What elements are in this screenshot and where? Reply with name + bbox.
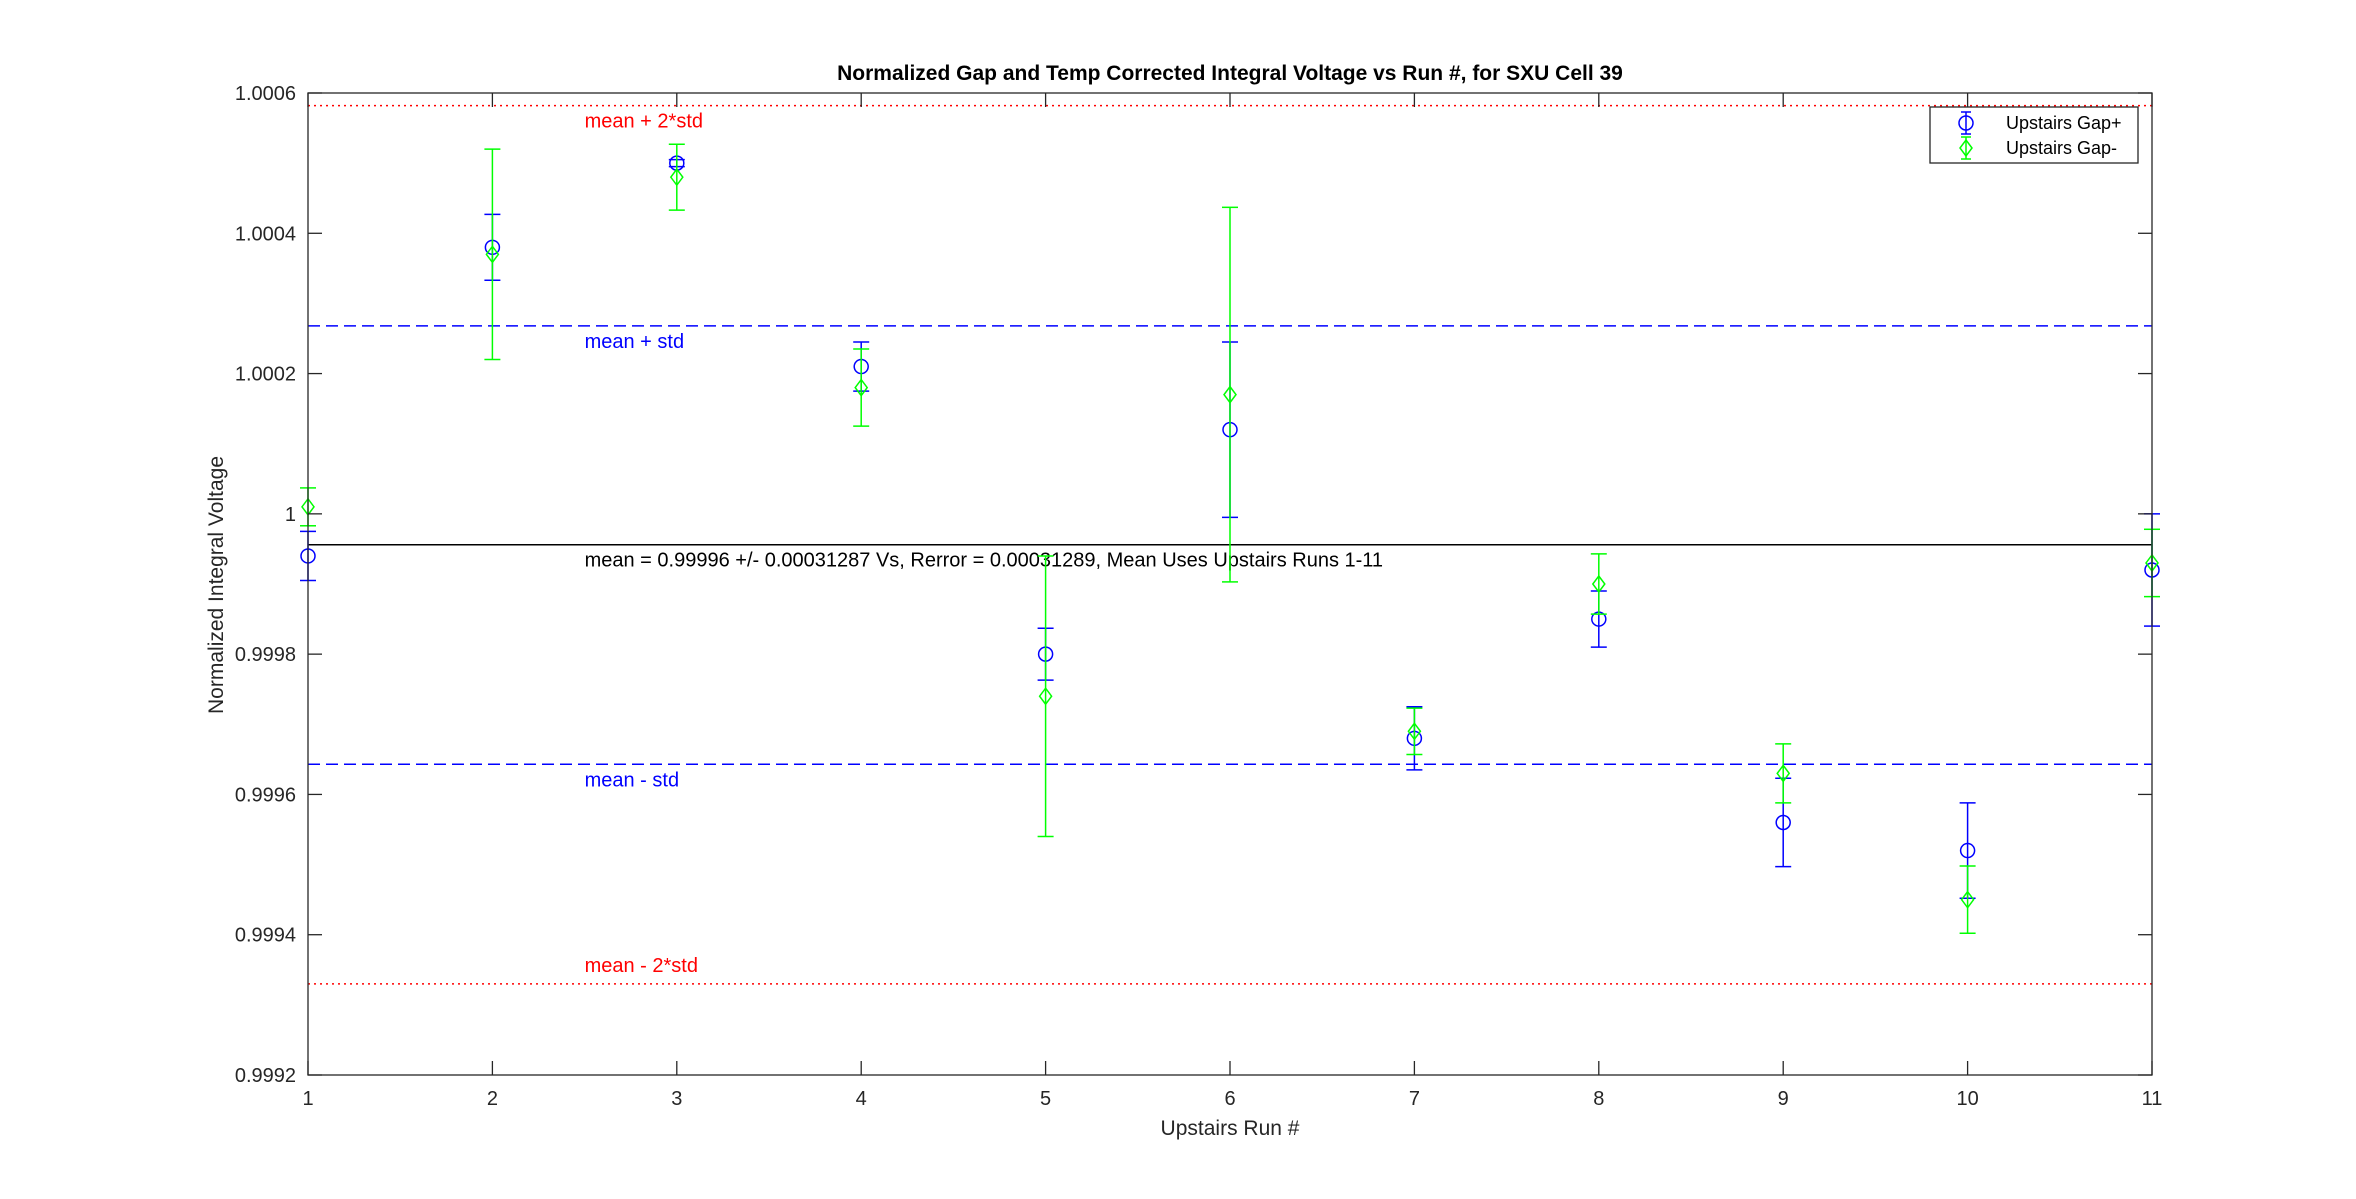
x-tick-label-1: 2 — [487, 1088, 498, 1110]
data-point-1-6 — [1407, 722, 1422, 741]
data-point-1-8 — [1776, 764, 1791, 783]
reference-line-label-4: mean - 2*std — [585, 955, 698, 977]
data-point-1-9 — [1960, 890, 1975, 909]
x-axis-label: Upstairs Run # — [1161, 1117, 1300, 1140]
y-tick-label-7: 1.0006 — [235, 83, 296, 105]
y-axis-label: Normalized Integral Voltage — [205, 456, 228, 714]
reference-line-label-2: mean = 0.99996 +/- 0.00031287 Vs, Rerror… — [585, 550, 1383, 572]
data-point-1-5 — [1223, 385, 1237, 404]
data-point-0-9 — [1959, 842, 1976, 859]
x-tick-label-3: 4 — [856, 1088, 867, 1110]
x-tick-label-2: 3 — [671, 1088, 682, 1110]
y-tick-label-2: 0.9996 — [235, 784, 296, 806]
y-tick-label-1: 0.9994 — [235, 925, 296, 947]
x-tick-label-6: 7 — [1409, 1088, 1420, 1110]
x-tick-label-8: 9 — [1778, 1088, 1789, 1110]
data-point-1-2 — [669, 167, 684, 187]
legend-label-1: Upstairs Gap- — [2006, 138, 2117, 158]
data-point-1-4 — [1038, 686, 1053, 706]
y-tick-label-0: 0.9992 — [235, 1065, 296, 1087]
x-tick-label-0: 1 — [302, 1088, 313, 1110]
legend-marker-0 — [1958, 115, 1974, 131]
chart-title: Normalized Gap and Temp Corrected Integr… — [837, 62, 1623, 85]
x-tick-label-5: 6 — [1224, 1088, 1235, 1110]
legend-marker-1 — [1959, 138, 1973, 158]
x-tick-label-9: 10 — [1956, 1088, 1978, 1110]
reference-line-label-3: mean - std — [585, 769, 679, 791]
y-tick-label-4: 1 — [285, 504, 296, 526]
data-point-1-3 — [854, 378, 869, 397]
x-tick-label-7: 8 — [1593, 1088, 1604, 1110]
y-tick-label-3: 0.9998 — [235, 644, 296, 666]
data-point-1-1 — [485, 245, 500, 264]
data-point-1-7 — [1591, 574, 1606, 594]
series-1 — [300, 143, 2160, 935]
reference-line-label-1: mean + std — [585, 331, 685, 353]
y-tick-label-5: 1.0002 — [235, 364, 296, 386]
x-tick-label-10: 11 — [2142, 1088, 2163, 1110]
x-tick-label-4: 5 — [1040, 1088, 1051, 1110]
legend: Upstairs Gap+ Upstairs Gap- — [1929, 106, 2139, 164]
legend-label-0: Upstairs Gap+ — [2006, 113, 2122, 133]
axes: 1 2 3 4 5 6 7 8 9 10 11 0.9992 0.9994 0.9996 0.9998 1 1.… — [235, 83, 2163, 1110]
data-point-0-8 — [1775, 814, 1791, 831]
reference-line-label-0: mean + 2*std — [585, 111, 703, 133]
y-tick-label-6: 1.0004 — [235, 223, 296, 245]
